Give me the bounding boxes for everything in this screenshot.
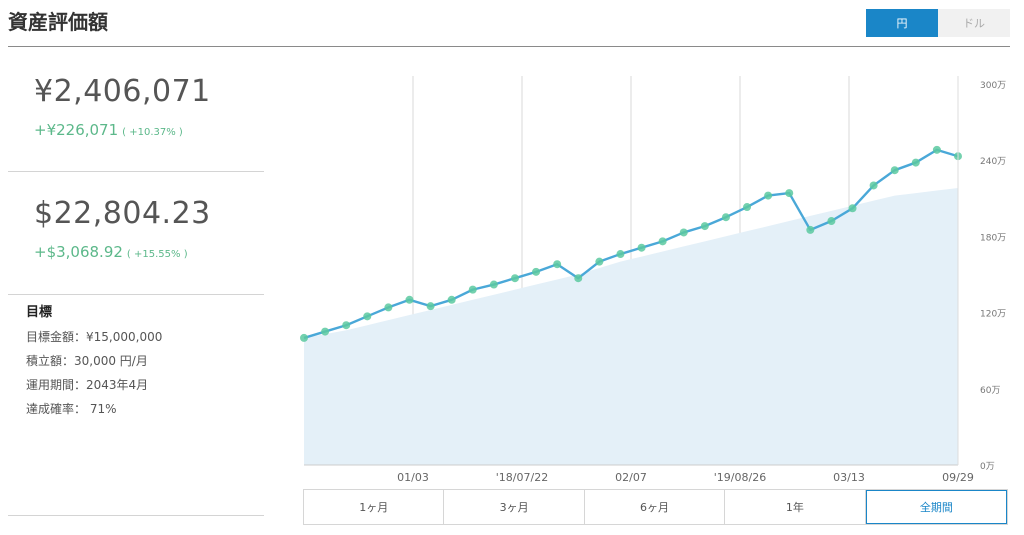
chart-point [785,189,794,198]
jpy-change-value: +¥226,071 [34,121,119,139]
range-tabs: 1ヶ月 3ヶ月 6ヶ月 1年 全期間 [303,489,1008,525]
chart-point [700,222,709,231]
goal-heading: 目標 [26,305,53,320]
chart-point [510,274,519,283]
chart-point [848,204,857,213]
chart-point [721,213,730,222]
chart-x-tick-label: '18/07/22 [496,471,548,484]
range-tab-all[interactable]: 全期間 [865,490,1008,524]
chart-x-tick-label: 02/07 [615,471,647,484]
chart-point [363,312,372,321]
asset-chart: 01/03 '18/07/22 02/07 '19/08/26 03/13 09/29 0万… [300,76,1006,484]
currency-toggle: 円 ドル [866,9,1010,37]
chart-y-tick-label: 120万 [980,310,1006,320]
chart-point [890,166,899,175]
chart-point [679,228,688,237]
range-tab-1y[interactable]: 1年 [725,490,866,524]
chart-y-tick-label: 240万 [980,157,1006,167]
chart-y-tick-label: 180万 [980,233,1006,243]
range-tab-6m[interactable]: 6ヶ月 [585,490,726,524]
chart-y-tick-label: 60万 [980,386,1000,396]
usd-change-value: +$3,068.92 [34,243,123,261]
chart-point [658,237,667,246]
chart-point [574,274,583,283]
summary-divider [8,515,264,516]
chart-point [764,191,773,200]
chart-point [869,181,878,190]
chart-point [342,321,351,330]
chart-point [932,145,941,154]
chart-y-tick-label: 0万 [980,462,995,472]
chart-point [616,250,625,259]
chart-point [384,303,393,312]
jpy-amount: ¥2,406,071 [34,74,211,109]
chart-point [300,333,308,342]
range-tab-3m[interactable]: 3ヶ月 [444,490,585,524]
goal-section: 目標 目標金額：¥15,000,000 積立額：30,000 円/月 運用期間：… [26,301,162,421]
goal-monthly-contribution: 積立額：30,000 円/月 [26,354,148,368]
usd-amount: $22,804.23 [34,196,211,231]
usd-change: +$3,068.92( +15.55% ) [34,243,188,261]
chart-point [806,225,815,234]
chart-y-tick-label: 300万 [980,81,1006,91]
chart-point [532,267,541,276]
chart-x-tick-label: 09/29 [942,471,974,484]
chart-area-principal [304,187,958,465]
chart-point [743,203,752,212]
chart-point [468,285,477,294]
page-title: 資産評価額 [8,10,108,34]
currency-usd-button[interactable]: ドル [938,9,1010,37]
jpy-change: +¥226,071( +10.37% ) [34,121,183,139]
currency-jpy-button[interactable]: 円 [866,9,938,37]
chart-point [595,257,604,266]
chart-point [426,302,435,311]
chart-point [827,217,836,226]
goal-investment-period: 運用期間：2043年4月 [26,378,149,392]
jpy-change-pct: ( +10.37% ) [122,127,183,138]
chart-point [405,295,414,304]
summary-divider [8,294,264,295]
header-divider [8,46,1010,47]
summary-divider [8,171,264,172]
chart-point [447,295,456,304]
chart-point [637,243,646,252]
chart-point [489,280,498,289]
chart-point [911,158,920,167]
chart-point [321,327,330,336]
range-tab-1m[interactable]: 1ヶ月 [304,490,445,524]
chart-x-tick-label: 01/03 [397,471,429,484]
goal-target-amount: 目標金額：¥15,000,000 [26,330,163,344]
goal-success-probability: 達成確率： 71% [26,402,117,416]
usd-change-pct: ( +15.55% ) [126,249,188,260]
chart-x-tick-label: 03/13 [833,471,865,484]
chart-x-tick-label: '19/08/26 [714,471,766,484]
chart-point [553,260,562,269]
